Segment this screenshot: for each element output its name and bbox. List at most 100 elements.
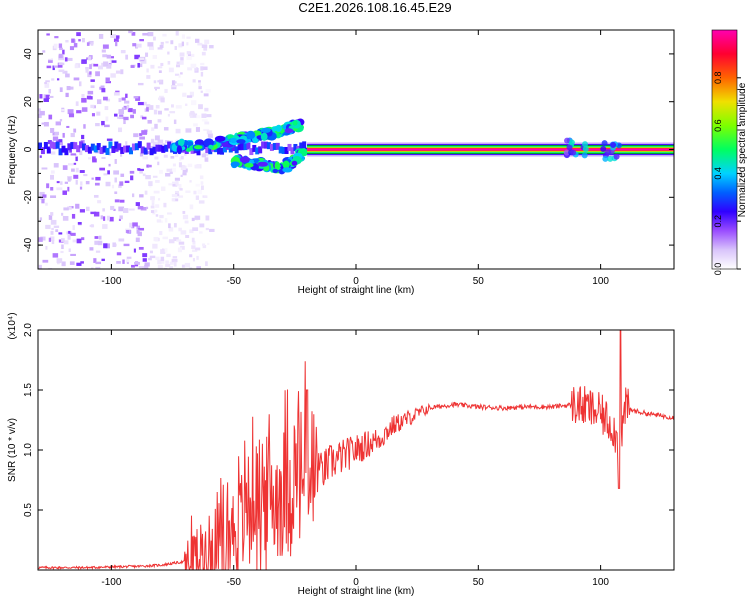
spectrogram-noise-cell bbox=[55, 121, 61, 126]
spectrogram-noise-cell bbox=[117, 116, 123, 119]
spectrogram-noise-cell bbox=[103, 243, 108, 249]
spectrogram-noise-cell bbox=[180, 57, 184, 61]
spectrogram-noise-cell bbox=[165, 260, 169, 264]
spectrogram-noise-cell bbox=[44, 81, 47, 85]
spectrogram-noise-cell bbox=[93, 211, 100, 217]
spectrogram-noise-cell bbox=[180, 230, 187, 235]
spectrogram-noise-cell bbox=[194, 38, 200, 43]
spectrogram-weak-carrier-cell bbox=[67, 143, 72, 151]
spectrogram-noise-cell bbox=[175, 30, 179, 36]
spectrogram-noise-cell bbox=[162, 33, 167, 37]
spectrogram-noise-cell bbox=[101, 120, 105, 126]
spectrogram-noise-cell bbox=[81, 107, 88, 112]
spectrogram-noise-cell bbox=[91, 177, 94, 180]
spectrogram-x-tick-label: 0 bbox=[353, 276, 359, 287]
spectrogram-disturbance-cell bbox=[600, 146, 607, 153]
spectrogram-noise-cell bbox=[58, 62, 65, 66]
spectrogram-weak-carrier-cell bbox=[73, 142, 78, 150]
spectrogram-disturbance-cell bbox=[582, 141, 589, 148]
spectrogram-noise-cell bbox=[90, 85, 95, 89]
spectrogram-noise-cell bbox=[62, 49, 65, 55]
spectrogram-noise-cell bbox=[137, 82, 144, 86]
spectrogram-noise-cell bbox=[148, 257, 152, 261]
spectrogram-noise-cell bbox=[79, 150, 83, 156]
spectrogram-noise-cell bbox=[201, 51, 206, 56]
spectrogram-weak-carrier-cell bbox=[105, 147, 110, 155]
spectrogram-noise-cell bbox=[60, 250, 64, 254]
spectrogram-noise-cell bbox=[147, 42, 154, 47]
spectrogram-noise-cell bbox=[192, 257, 196, 262]
spectrogram-weak-carrier-cell bbox=[108, 141, 113, 149]
spectrogram-noise-cell bbox=[168, 223, 171, 229]
spectrogram-noise-cell bbox=[162, 143, 166, 146]
spectrogram-noise-cell bbox=[146, 104, 151, 109]
spectrogram-x-tick-label: 100 bbox=[592, 276, 609, 287]
spectrogram-noise-cell bbox=[86, 206, 90, 212]
spectrogram-noise-cell bbox=[144, 264, 149, 269]
spectrogram-rising-branch-cell bbox=[260, 132, 268, 141]
spectrogram-noise-cell bbox=[103, 96, 108, 101]
spectrogram-noise-cell bbox=[48, 237, 52, 242]
spectrogram-noise-cell bbox=[78, 81, 82, 87]
spectrogram-noise-cell bbox=[62, 165, 68, 170]
spectrogram-noise-cell bbox=[102, 224, 108, 229]
spectrogram-noise-cell bbox=[173, 237, 179, 242]
spectrogram-noise-cell bbox=[145, 175, 151, 180]
spectrogram-noise-cell bbox=[38, 237, 43, 242]
spectrogram-noise-cell bbox=[119, 215, 123, 220]
spectrogram-noise-cell bbox=[61, 244, 64, 250]
spectrogram-noise-cell bbox=[145, 52, 149, 57]
spectrogram-weak-carrier-cell bbox=[134, 143, 139, 151]
spectrogram-noise-cell bbox=[118, 184, 122, 188]
spectrogram-noise-cell bbox=[179, 164, 185, 168]
snr-x-tick-label: -50 bbox=[226, 577, 241, 588]
spectrogram-noise-cell bbox=[141, 116, 147, 120]
spectrogram-noise-cell bbox=[67, 177, 71, 182]
spectrogram-noise-cell bbox=[131, 32, 136, 36]
spectrogram-noise-cell bbox=[120, 50, 126, 54]
spectrogram-noise-cell bbox=[39, 191, 45, 197]
spectrogram-noise-cell bbox=[196, 255, 199, 260]
spectrogram-noise-cell bbox=[86, 95, 92, 100]
spectrogram-noise-cell bbox=[75, 101, 79, 106]
spectrogram-noise-cell bbox=[152, 243, 158, 249]
spectrogram-noise-cell bbox=[60, 181, 63, 185]
spectrogram-noise-cell bbox=[53, 43, 58, 49]
chart-title: C2E1.2026.108.16.45.E29 bbox=[298, 0, 452, 15]
spectrogram-noise-cell bbox=[180, 72, 183, 75]
spectrogram-noise-cell bbox=[59, 47, 63, 51]
spectrogram-falling-branch-cell bbox=[239, 156, 250, 163]
spectrogram-noise-cell bbox=[158, 110, 162, 115]
spectrogram-noise-cell bbox=[61, 212, 64, 216]
spectrogram-noise-cell bbox=[67, 206, 72, 210]
spectrogram-noise-cell bbox=[165, 41, 169, 44]
spectrogram-noise-cell bbox=[120, 153, 123, 157]
colorbar-tick-label: 0.8 bbox=[713, 72, 723, 85]
spectrogram-noise-cell bbox=[75, 167, 79, 173]
spectrogram-noise-cell bbox=[78, 39, 81, 42]
spectrogram-noise-cell bbox=[73, 128, 77, 133]
spectrogram-disturbance-cell bbox=[581, 152, 588, 159]
spectrogram-noise-cell bbox=[194, 215, 201, 220]
spectrogram-y-tick-label: 0 bbox=[23, 146, 34, 152]
spectrogram-noise-cell bbox=[67, 109, 74, 115]
spectrogram-noise-cell bbox=[174, 177, 180, 181]
spectrogram-noise-cell bbox=[195, 127, 201, 132]
spectrogram-noise-cell bbox=[171, 198, 176, 202]
spectrogram-noise-cell bbox=[63, 207, 69, 211]
spectrogram-noise-cell bbox=[68, 113, 75, 118]
spectrogram-noise-cell bbox=[100, 85, 105, 89]
spectrogram-rising-branch-cell bbox=[203, 138, 214, 147]
spectrogram-weak-carrier-cell bbox=[43, 141, 48, 149]
spectrogram-noise-cell bbox=[50, 230, 54, 235]
spectrogram-noise-cell bbox=[57, 142, 63, 146]
spectrogram-noise-cell bbox=[175, 128, 181, 134]
spectrogram-noise-cell bbox=[201, 113, 207, 118]
spectrogram-noise-cell bbox=[164, 218, 168, 223]
spectrogram-noise-cell bbox=[163, 248, 168, 253]
spectrogram-rising-branch-cell bbox=[177, 139, 185, 147]
spectrogram-noise-cell bbox=[169, 265, 173, 269]
spectrogram-noise-cell bbox=[135, 202, 140, 206]
spectrogram-noise-cell bbox=[66, 125, 70, 128]
spectrogram-noise-cell bbox=[95, 250, 101, 253]
